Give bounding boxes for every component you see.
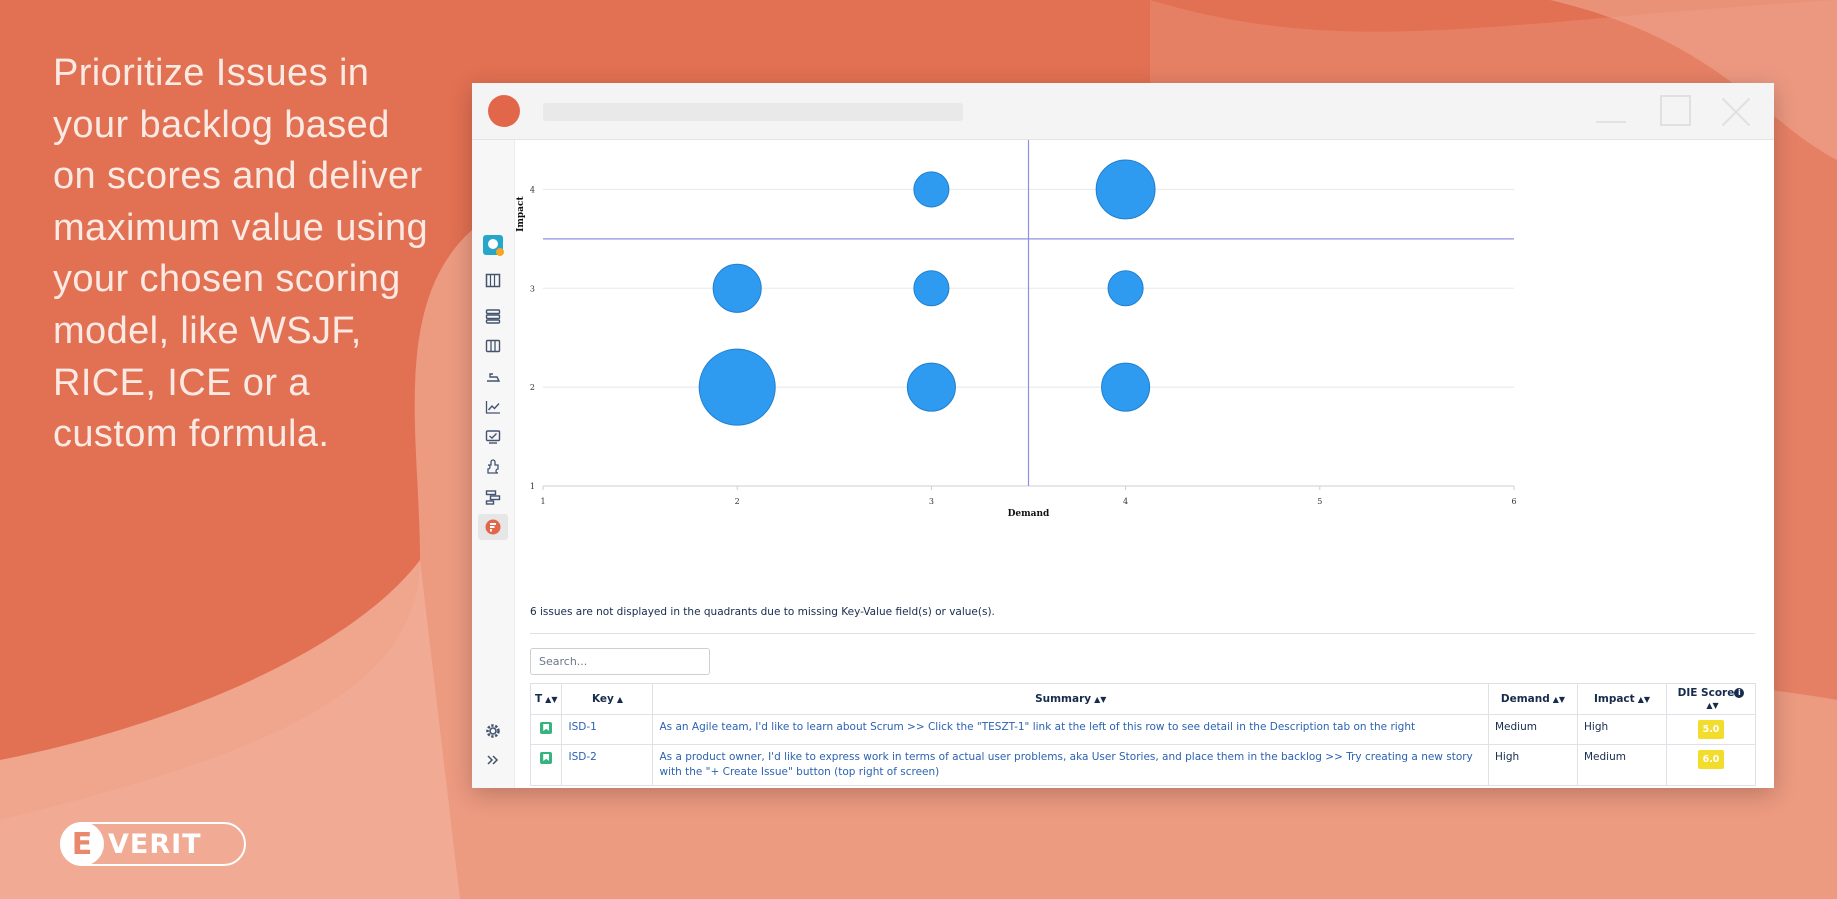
sort-icon: ▲▼ xyxy=(1094,695,1107,704)
sort-icon: ▲▼ xyxy=(545,695,558,704)
sort-icon: ▲▼ xyxy=(1637,695,1650,704)
column-header-demand[interactable]: Demand ▲▼ xyxy=(1488,683,1578,715)
bubble-point xyxy=(712,263,762,313)
bubble-point xyxy=(913,171,950,208)
board-icon[interactable] xyxy=(478,267,508,293)
divider xyxy=(530,633,1755,634)
y-tick-label: 2 xyxy=(530,383,535,392)
table-row[interactable]: ISD-1 As an Agile team, I'd like to lear… xyxy=(529,714,1756,745)
expand-icon[interactable] xyxy=(478,747,508,773)
logo-mark: E xyxy=(60,822,104,866)
y-axis-label: Impact xyxy=(516,196,526,232)
x-tick-label: 1 xyxy=(540,497,545,506)
search-input[interactable] xyxy=(530,648,710,675)
x-axis-label: Demand xyxy=(1008,509,1050,519)
x-tick-label: 3 xyxy=(929,497,934,506)
issues-table: T ▲▼ Key ▲ Summary ▲▼ Demand ▲▼ Impact ▲▼ DIE… xyxy=(529,683,1756,786)
sidebar xyxy=(472,140,515,788)
issue-summary-link[interactable]: As an Agile team, I'd like to learn abou… xyxy=(659,721,1416,733)
column-header-summary[interactable]: Summary ▲▼ xyxy=(652,683,1489,715)
column-header-key[interactable]: Key ▲ xyxy=(561,683,654,715)
logo-text: VERIT xyxy=(108,828,202,860)
impact-cell: High xyxy=(1577,714,1667,745)
x-tick-label: 6 xyxy=(1511,497,1516,506)
issue-summary-link[interactable]: As a product owner, I'd like to express … xyxy=(659,751,1473,778)
releases-icon[interactable] xyxy=(478,364,508,390)
x-tick-label: 4 xyxy=(1123,497,1128,506)
table-header-row: T ▲▼ Key ▲ Summary ▲▼ Demand ▲▼ Impact ▲▼ DIE… xyxy=(529,683,1756,715)
headline-text: Prioritize Issues in your backlog based … xyxy=(53,52,429,456)
column-header-impact[interactable]: Impact ▲▼ xyxy=(1577,683,1667,715)
sort-icon: ▲▼ xyxy=(1552,695,1566,704)
addons-icon[interactable] xyxy=(478,454,508,480)
y-tick-label: 4 xyxy=(530,185,535,194)
key-cell: ISD-1 xyxy=(561,714,654,745)
missing-issues-note: 6 issues are not displayed in the quadra… xyxy=(530,606,995,618)
window-titlebar xyxy=(472,83,1774,140)
key-cell: ISD-2 xyxy=(561,744,654,786)
sort-asc-icon: ▲ xyxy=(616,695,624,704)
issue-key-link[interactable]: ISD-2 xyxy=(568,751,597,763)
score-cell: 6.0 xyxy=(1666,744,1756,786)
summary-cell: As an Agile team, I'd like to learn abou… xyxy=(652,714,1489,745)
score-badge: 6.0 xyxy=(1697,750,1725,769)
demand-cell: Medium xyxy=(1488,714,1578,745)
column-header-die-score[interactable]: DIE Score i▲▼ xyxy=(1666,683,1756,715)
app-logo-icon[interactable] xyxy=(478,232,508,258)
sort-icon: ▲▼ xyxy=(1706,701,1719,710)
score-badge: 5.0 xyxy=(1697,720,1725,739)
bubble-point xyxy=(906,362,956,412)
x-tick-label: 5 xyxy=(1317,497,1322,506)
app-window: 1 2 3 4 1 2 3 4 5 6 Demand Impact 6 issues are not … xyxy=(472,83,1774,788)
story-icon xyxy=(540,722,553,734)
reports-icon[interactable] xyxy=(478,394,508,420)
x-tick-label: 2 xyxy=(735,497,740,506)
table-row[interactable]: ISD-2 As a product owner, I'd like to ex… xyxy=(529,744,1756,786)
type-cell xyxy=(529,744,563,786)
backlog-icon[interactable] xyxy=(478,303,508,329)
columns-icon[interactable] xyxy=(478,333,508,359)
maximize-icon[interactable] xyxy=(1658,95,1692,126)
bubble-point xyxy=(1095,159,1156,220)
bubble-point xyxy=(1107,270,1144,307)
settings-icon[interactable] xyxy=(478,718,508,744)
info-icon[interactable]: i xyxy=(1734,688,1745,698)
story-icon xyxy=(540,752,553,764)
y-tick-label: 3 xyxy=(530,284,535,293)
column-header-type[interactable]: T ▲▼ xyxy=(529,683,563,715)
everit-logo: E VERIT xyxy=(60,822,246,866)
close-icon[interactable] xyxy=(1720,95,1754,125)
bubble-point xyxy=(913,270,950,307)
bubble-point xyxy=(698,348,776,426)
type-cell xyxy=(529,714,563,745)
roadmap-icon[interactable] xyxy=(478,484,508,510)
summary-cell: As a product owner, I'd like to express … xyxy=(652,744,1489,786)
minimize-icon[interactable] xyxy=(1594,95,1628,125)
window-status-dot xyxy=(488,95,520,127)
demand-cell: High xyxy=(1488,744,1578,786)
dashboard-icon[interactable] xyxy=(478,424,508,450)
prioritization-icon[interactable] xyxy=(478,514,508,540)
bubble-chart-svg: 1 2 3 4 1 2 3 4 5 6 Demand Impact xyxy=(516,140,1517,519)
y-tick-label: 1 xyxy=(530,482,535,491)
bubble-point xyxy=(1101,362,1151,412)
impact-cell: Medium xyxy=(1577,744,1667,786)
address-bar-placeholder xyxy=(543,103,963,121)
issue-key-link[interactable]: ISD-1 xyxy=(568,721,597,733)
score-cell: 5.0 xyxy=(1666,714,1756,745)
bubble-chart: 1 2 3 4 1 2 3 4 5 6 Demand Impact xyxy=(514,140,1772,590)
